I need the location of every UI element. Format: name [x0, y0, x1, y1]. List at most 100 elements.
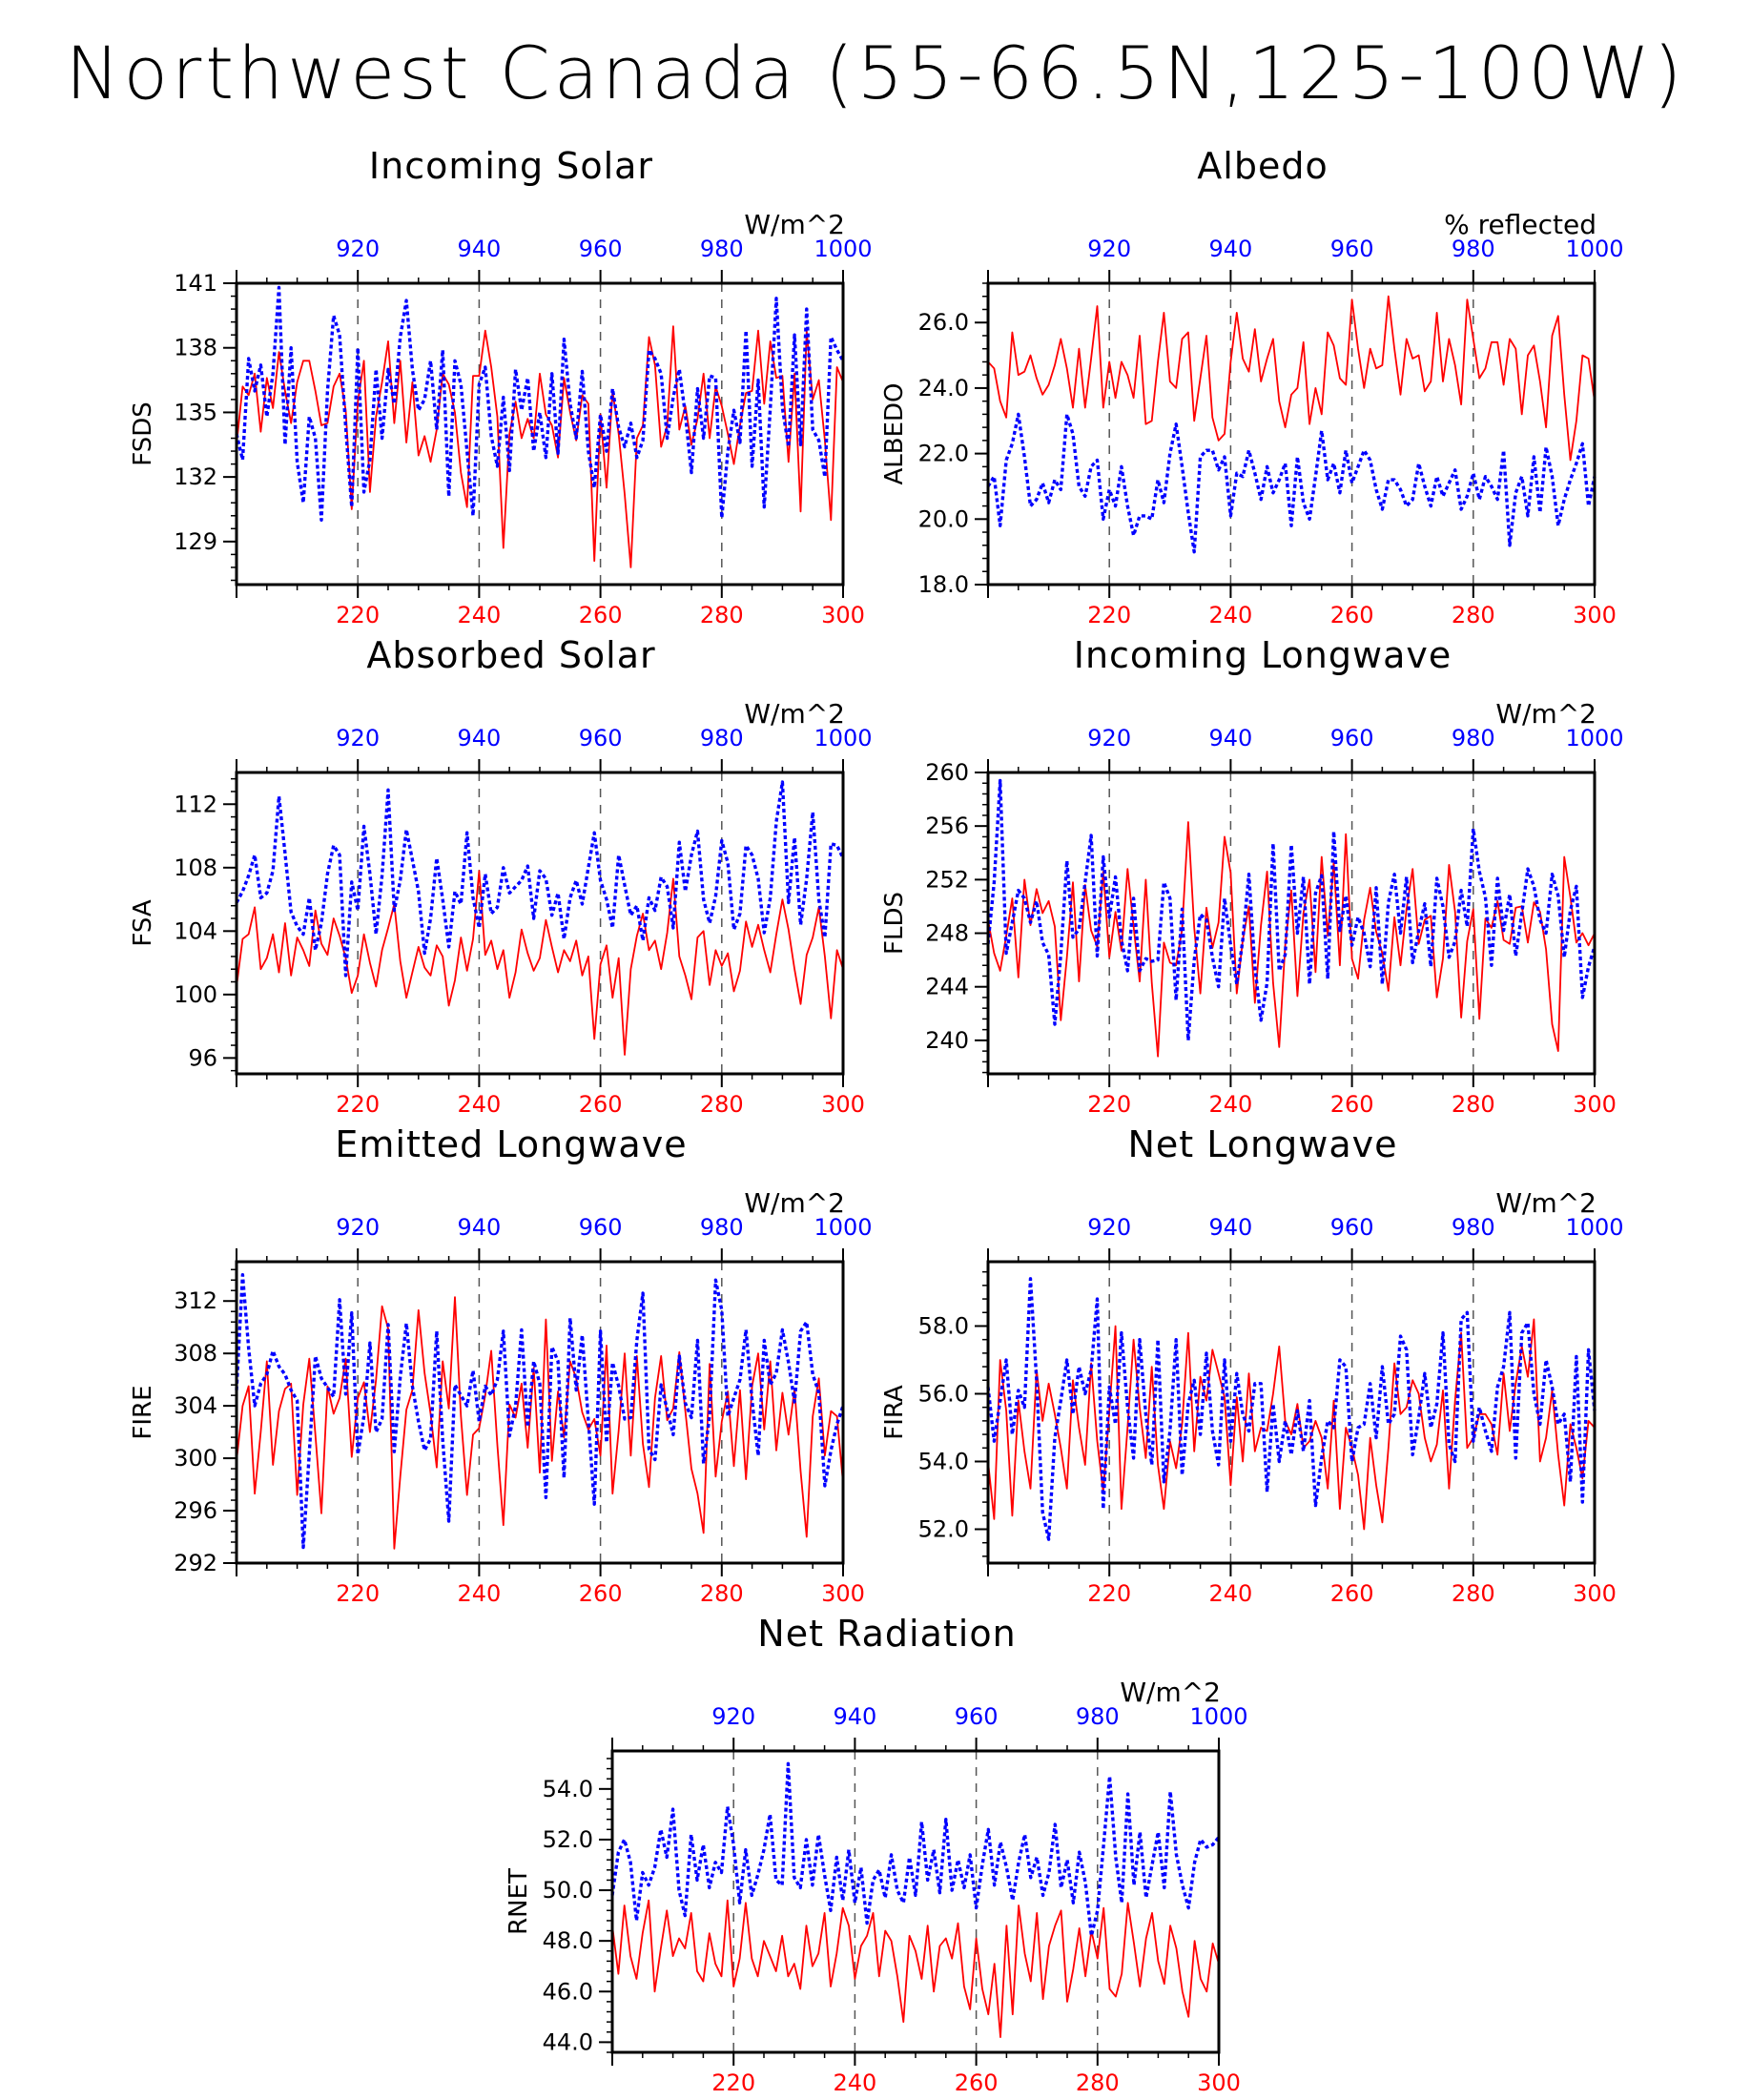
panel-title: Albedo	[1197, 145, 1328, 187]
unit-label: W/m^2	[744, 698, 845, 730]
x-tick-label-top: 940	[1208, 236, 1252, 262]
y-tick-label: 135	[174, 399, 217, 425]
x-tick-label-top: 1000	[1565, 236, 1623, 262]
plot-frame	[986, 1260, 1596, 1565]
y-tick-label: 56.0	[918, 1380, 969, 1407]
x-tick-label-top: 920	[1087, 725, 1131, 751]
x-tick-label-top: 980	[1452, 1214, 1495, 1241]
x-tick-label-top: 980	[700, 725, 744, 751]
y-axis-label: RNET	[505, 1868, 533, 1935]
y-tick-label: 108	[174, 854, 217, 881]
unit-label: W/m^2	[1495, 1187, 1596, 1219]
x-tick-label-bottom: 280	[700, 602, 744, 628]
x-tick-label-bottom: 300	[821, 602, 865, 628]
panel-title: Emitted Longwave	[335, 1123, 687, 1165]
y-tick-label: 138	[174, 335, 217, 361]
x-tick-label-top: 960	[1330, 725, 1374, 751]
x-tick-label-top: 960	[1330, 236, 1374, 262]
x-tick-label-bottom: 220	[711, 2069, 755, 2096]
y-tick-label: 104	[174, 917, 217, 944]
y-tick-label: 24.0	[918, 375, 969, 401]
unit-label: W/m^2	[744, 1187, 845, 1219]
x-tick-label-top: 940	[1208, 725, 1252, 751]
x-tick-label-bottom: 300	[1197, 2069, 1241, 2096]
y-tick-label: 52.0	[543, 1826, 593, 1853]
y-axis-label: ALBEDO	[880, 382, 909, 484]
y-tick-label: 100	[174, 981, 217, 1008]
y-tick-label: 256	[925, 813, 969, 839]
y-tick-label: 292	[174, 1550, 217, 1576]
y-tick-label: 22.0	[918, 441, 969, 467]
x-tick-label-bottom: 220	[336, 602, 380, 628]
x-tick-label-top: 1000	[1565, 725, 1623, 751]
unit-label: W/m^2	[1495, 698, 1596, 730]
x-tick-label-top: 980	[1452, 236, 1495, 262]
series-line-red	[987, 1318, 1596, 1531]
y-tick-label: 26.0	[918, 309, 969, 336]
series-line-red	[611, 1899, 1220, 2039]
y-tick-label: 54.0	[543, 1776, 593, 1802]
x-tick-label-bottom: 280	[700, 1091, 744, 1118]
x-tick-label-bottom: 220	[336, 1580, 380, 1607]
series-line-blue	[235, 780, 845, 978]
y-axis-label: FLDS	[880, 892, 909, 955]
y-tick-label: 312	[174, 1287, 217, 1314]
series-line-blue	[235, 285, 845, 522]
x-tick-label-bottom: 260	[579, 1580, 623, 1607]
x-tick-label-bottom: 280	[1076, 2069, 1120, 2096]
x-tick-label-top: 920	[336, 236, 380, 262]
y-tick-label: 48.0	[543, 1927, 593, 1954]
x-tick-label-bottom: 280	[700, 1580, 744, 1607]
x-tick-label-bottom: 260	[579, 602, 623, 628]
y-tick-label: 58.0	[918, 1312, 969, 1339]
y-axis-label: FSDS	[129, 401, 157, 466]
panel-incoming-solar: Incoming Solar W/m^2 129 132 135 138 141 220 240…	[129, 145, 873, 628]
y-tick-label: 244	[925, 974, 969, 1000]
series-line-blue	[986, 1277, 1596, 1541]
y-tick-label: 300	[174, 1445, 217, 1472]
x-tick-label-bottom: 300	[1573, 1091, 1617, 1118]
x-tick-label-top: 960	[955, 1703, 999, 1730]
x-tick-label-bottom: 240	[833, 2069, 876, 2096]
panel-title: Incoming Longwave	[1074, 634, 1452, 676]
x-tick-label-top: 1000	[1189, 1703, 1247, 1730]
y-axis-label: FSA	[129, 899, 157, 946]
x-tick-label-top: 940	[457, 725, 501, 751]
panel-net-longwave: Net Longwave W/m^2 52.0 54.0 56.0 58.0 220 240 2…	[880, 1123, 1624, 1607]
x-tick-label-bottom: 220	[1087, 602, 1131, 628]
x-tick-label-bottom: 280	[1452, 1580, 1495, 1607]
y-tick-label: 248	[925, 920, 969, 947]
y-tick-label: 240	[925, 1027, 969, 1054]
x-tick-label-top: 920	[1087, 1214, 1131, 1241]
x-tick-label-bottom: 220	[1087, 1580, 1131, 1607]
x-tick-label-top: 920	[711, 1703, 755, 1730]
x-tick-label-top: 960	[1330, 1214, 1374, 1241]
plot-frame	[235, 771, 845, 1076]
y-tick-label: 141	[174, 270, 217, 297]
panel-title: Absorbed Solar	[366, 634, 655, 676]
series-line-red	[236, 1296, 844, 1550]
series-line-blue	[235, 1272, 845, 1550]
unit-label: % reflected	[1444, 209, 1596, 240]
y-tick-label: 52.0	[918, 1515, 969, 1542]
series-line-red	[987, 295, 1596, 462]
x-tick-label-bottom: 300	[821, 1091, 865, 1118]
x-tick-label-bottom: 280	[1452, 1091, 1495, 1118]
x-tick-label-top: 920	[336, 725, 380, 751]
x-tick-label-top: 940	[833, 1703, 876, 1730]
x-tick-label-top: 980	[700, 236, 744, 262]
figure-title: Northwest Canada (55-66.5N,125-100W)	[66, 31, 1686, 115]
x-tick-label-top: 960	[579, 236, 623, 262]
series-line-blue	[610, 1761, 1221, 1938]
y-axis-label: FIRA	[880, 1385, 909, 1440]
x-tick-label-top: 1000	[814, 1214, 872, 1241]
x-tick-label-bottom: 240	[457, 602, 501, 628]
series-line-red	[987, 821, 1596, 1058]
x-tick-label-bottom: 300	[1573, 1580, 1617, 1607]
y-tick-label: 260	[925, 759, 969, 786]
panel-title: Net Longwave	[1128, 1123, 1398, 1165]
panel-title: Net Radiation	[757, 1613, 1016, 1655]
unit-label: W/m^2	[744, 209, 845, 240]
x-tick-label-top: 940	[457, 1214, 501, 1241]
